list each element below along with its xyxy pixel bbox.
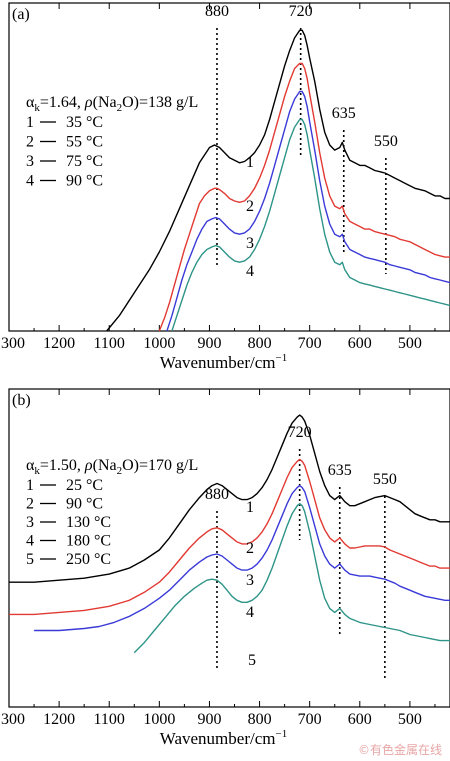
peak-label: 550 xyxy=(374,133,398,150)
curve-label: 1 xyxy=(246,154,254,171)
curve-label: 1 xyxy=(246,499,254,516)
peak-label: 880 xyxy=(205,3,229,20)
series-line-2 xyxy=(158,62,450,332)
x-tick-label: 500 xyxy=(398,711,422,728)
x-tick-label: 1300 xyxy=(0,335,25,352)
peak-label: 550 xyxy=(373,471,397,488)
series-line-4 xyxy=(133,503,450,654)
legend-label: 35 °C xyxy=(66,114,103,131)
legend-number: 4 xyxy=(26,533,34,550)
x-tick-label: 900 xyxy=(197,711,221,728)
peak-label: 635 xyxy=(332,105,356,122)
legend-number: 3 xyxy=(26,514,34,531)
x-tick-label: 900 xyxy=(197,335,221,352)
legend-label: 75 °C xyxy=(66,153,103,170)
legend-number: 1 xyxy=(26,477,34,494)
legend-label: 130 °C xyxy=(66,514,111,531)
x-tick-label: 1300 xyxy=(0,711,25,728)
curve-label: 4 xyxy=(246,604,254,621)
chart-panel-a: 1300 1200 1100 1000 900 800 700 600 500 Wavenumbe… xyxy=(0,2,450,372)
legend-label: 180 °C xyxy=(66,533,111,550)
x-tick-label: 1000 xyxy=(143,335,175,352)
legend-number: 4 xyxy=(26,173,34,190)
peak-label: 720 xyxy=(288,424,312,441)
legend-label: 55 °C xyxy=(66,134,103,151)
legend-number: 2 xyxy=(26,134,34,151)
x-axis-label: Wavenumber/cm−1 xyxy=(160,728,287,748)
series-line-3 xyxy=(34,484,450,632)
x-tick-label: 800 xyxy=(248,335,272,352)
x-tick-label: 1100 xyxy=(94,335,125,352)
peak-label: 880 xyxy=(205,486,229,503)
x-axis-label: Wavenumber/cm−1 xyxy=(160,352,287,372)
curve-label: 5 xyxy=(248,652,256,669)
x-tick-label: 500 xyxy=(398,335,422,352)
peak-label: 635 xyxy=(328,462,352,479)
legend-number: 2 xyxy=(26,496,34,513)
series-line-1 xyxy=(9,414,450,583)
legend-label: 90 °C xyxy=(66,496,103,513)
x-tick-label: 600 xyxy=(348,335,372,352)
x-tick-label: 1000 xyxy=(143,711,175,728)
plot-frame xyxy=(8,2,450,332)
legend-number: 5 xyxy=(26,551,34,568)
condition-text: αk=1.64, ρ(Na2O)=138 g/L xyxy=(26,94,198,114)
panel-label: (a) xyxy=(12,6,30,23)
curve-label: 2 xyxy=(246,540,254,557)
legend-label: 90 °C xyxy=(66,173,103,190)
curve-label: 4 xyxy=(246,263,254,280)
x-tick-label: 800 xyxy=(248,711,272,728)
panel-label: (b) xyxy=(12,392,31,409)
series-line-2 xyxy=(9,458,450,616)
curve-label: 3 xyxy=(246,235,254,252)
legend-label: 250 °C xyxy=(66,551,111,568)
series-line-3 xyxy=(166,90,450,332)
series-line-4 xyxy=(171,118,450,332)
legend-number: 1 xyxy=(26,114,34,131)
watermark: ©有色金属在线 xyxy=(357,743,442,757)
plot-frame xyxy=(8,388,450,708)
legend-number: 3 xyxy=(26,153,34,170)
condition-text: αk=1.50, ρ(Na2O)=170 g/L xyxy=(26,457,198,477)
x-tick-label: 600 xyxy=(348,711,372,728)
x-tick-label: 1200 xyxy=(43,335,75,352)
x-tick-label: 1100 xyxy=(94,711,125,728)
peak-label: 720 xyxy=(289,3,313,20)
legend-label: 25 °C xyxy=(66,477,103,494)
chart-panel-b: 1300 1200 1100 1000 900 800 700 600 500 Wavenumbe… xyxy=(0,388,450,748)
curve-label: 3 xyxy=(246,572,254,589)
curve-label: 2 xyxy=(246,198,254,215)
x-tick-label: 1200 xyxy=(43,711,75,728)
x-tick-label: 700 xyxy=(298,335,322,352)
series-line-1 xyxy=(106,29,450,332)
x-tick-label: 700 xyxy=(298,711,322,728)
